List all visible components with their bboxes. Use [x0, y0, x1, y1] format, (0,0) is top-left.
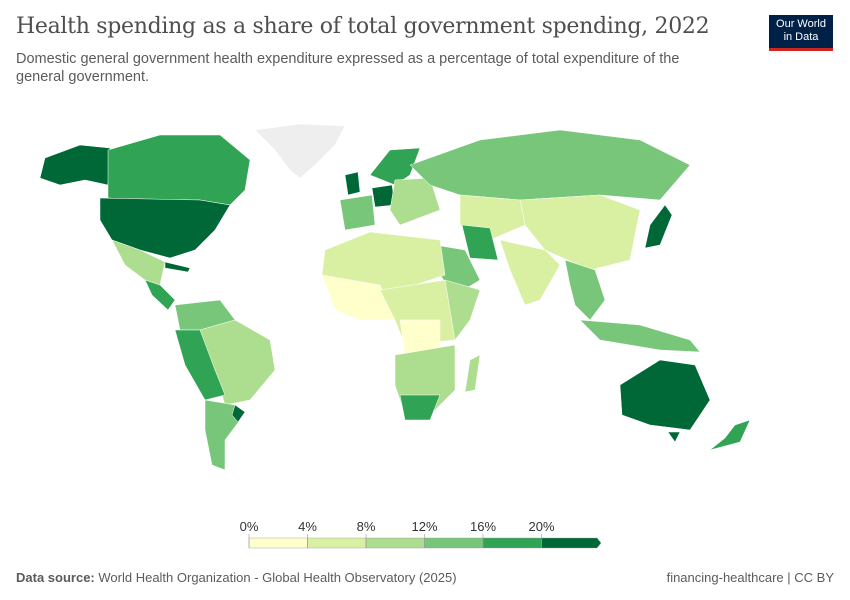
footer-source: Data source: World Health Organization -…	[16, 570, 457, 585]
country-japan[interactable]	[644, 204, 673, 249]
country-russia[interactable]	[409, 129, 691, 201]
country-greenland[interactable]	[254, 123, 346, 179]
legend-tick-label: 16%	[470, 519, 496, 534]
source-label: Data source:	[16, 570, 95, 585]
country-uk[interactable]	[344, 171, 361, 196]
legend-tick-label: 0%	[240, 519, 259, 534]
country-madagascar[interactable]	[464, 354, 481, 393]
region-west-africa[interactable]	[321, 274, 396, 321]
region-andes[interactable]	[174, 329, 226, 401]
source-link[interactable]: World Health Organization - Global Healt…	[98, 570, 457, 585]
region-scandinavia[interactable]	[369, 147, 421, 186]
country-new-zealand[interactable]	[709, 419, 751, 451]
world-map[interactable]	[0, 110, 850, 505]
legend-bin[interactable]	[248, 537, 308, 549]
country-usa[interactable]	[99, 197, 231, 259]
legend-tick-label: 4%	[298, 519, 317, 534]
color-legend: 0% 4% 8% 12% 16% 20%	[240, 519, 602, 549]
legend-tick-label: 12%	[411, 519, 437, 534]
country-cuba[interactable]	[164, 261, 191, 273]
country-alaska[interactable]	[39, 144, 111, 186]
legend-bin[interactable]	[482, 537, 542, 549]
region-western-europe[interactable]	[339, 194, 376, 231]
region-southeast-asia[interactable]	[564, 259, 606, 321]
logo-line2: in Data	[783, 31, 819, 43]
region-central-america[interactable]	[144, 279, 176, 311]
legend-bin[interactable]	[307, 537, 367, 549]
country-india[interactable]	[499, 239, 561, 306]
region-east-africa[interactable]	[444, 279, 481, 341]
chart-title: Health spending as a share of total gove…	[16, 14, 710, 39]
country-tasmania[interactable]	[667, 431, 681, 443]
legend-tick-label: 20%	[528, 519, 554, 534]
region-indonesia[interactable]	[579, 319, 701, 353]
chart-subtitle: Domestic general government health expen…	[16, 51, 680, 85]
legend-tick-label: 8%	[357, 519, 376, 534]
owid-logo[interactable]: Our World in Data	[769, 15, 833, 51]
country-uruguay[interactable]	[231, 404, 246, 423]
logo-line1: Our World	[776, 18, 826, 30]
country-australia[interactable]	[619, 359, 711, 431]
footer-license[interactable]: financing-healthcare | CC BY	[666, 570, 834, 585]
country-iran[interactable]	[461, 224, 499, 261]
country-china[interactable]	[519, 194, 641, 271]
legend-bin[interactable]	[541, 537, 602, 549]
country-canada[interactable]	[107, 134, 251, 206]
legend-bin[interactable]	[424, 537, 484, 549]
legend-bin[interactable]	[365, 537, 425, 549]
country-south-africa[interactable]	[399, 394, 441, 421]
